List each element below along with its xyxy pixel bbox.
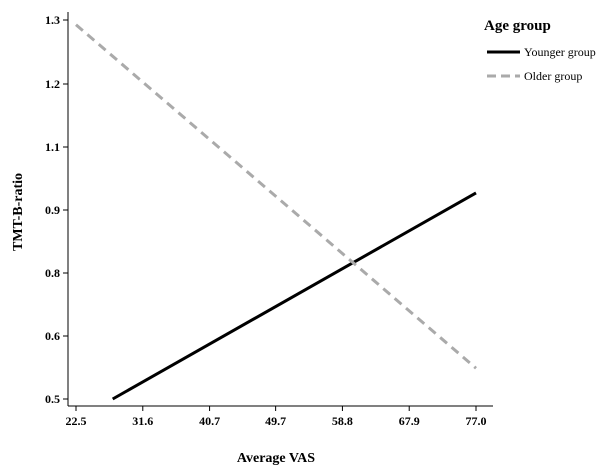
older-group-line [75,23,477,370]
legend-label: Older group [524,69,582,83]
younger-group-line [111,191,477,401]
y-tick-label: 0.6 [45,329,60,343]
x-tick-label: 22.5 [66,414,87,428]
x-axis: 22.5 31.6 40.7 49.7 58.8 67.9 77.0 [66,405,493,428]
plot-area [75,23,477,401]
x-tick-label: 58.8 [332,414,353,428]
y-axis-title: TMT-B-ratio [11,173,26,251]
x-tick-label: 40.7 [199,414,220,428]
x-axis-title: Average VAS [237,451,315,466]
y-tick-label: 0.5 [45,392,60,406]
y-tick-label: 0.9 [45,203,60,217]
legend: Age group Younger group Older group [484,18,596,83]
x-tick-label: 31.6 [132,414,153,428]
x-tick-label: 77.0 [466,414,487,428]
y-tick-label: 0.8 [45,266,60,280]
y-tick-label: 1.1 [45,140,60,154]
y-tick-label: 1.2 [45,77,60,91]
x-tick-label: 67.9 [399,414,420,428]
legend-title: Age group [484,18,551,34]
y-tick-label: 1.3 [45,13,60,27]
x-tick-label: 49.7 [265,414,286,428]
y-axis: 0.5 0.6 0.8 0.9 1.1 1.2 1.3 [45,12,69,406]
legend-label: Younger group [524,45,596,59]
